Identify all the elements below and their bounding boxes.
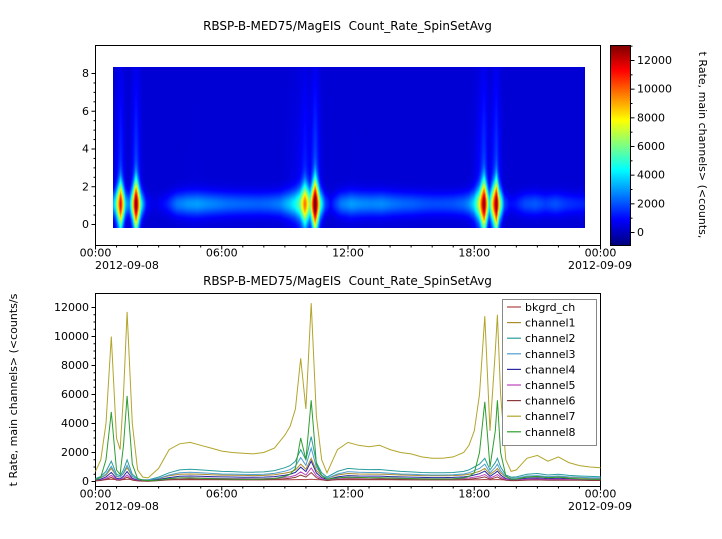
x-tick-label: 12:00: [332, 247, 364, 260]
legend-item-channel6[interactable]: channel6: [507, 395, 576, 408]
legend-item-channel3[interactable]: channel3: [507, 348, 576, 361]
y-tick-label: 2: [82, 180, 89, 193]
legend-box: [502, 299, 597, 446]
x-tick-label: 00:00: [585, 247, 617, 260]
y-tick-label: 8: [82, 67, 89, 80]
legend-item-channel2[interactable]: channel2: [507, 332, 576, 345]
y-tick-label: 2000: [61, 446, 89, 459]
y-tick-label: 4000: [61, 417, 89, 430]
line-axes-frame[interactable]: [95, 293, 601, 487]
legend-label: channel5: [525, 379, 576, 392]
y-tick-label: 6000: [61, 388, 89, 401]
y-tick-label: 4: [82, 143, 89, 156]
y-tick-label: 6: [82, 105, 89, 118]
line-y-axis-label: t Rate, main channels> (<counts/s: [7, 293, 20, 487]
colorbar-tick-label: 8000: [637, 111, 665, 124]
colorbar-tick-label: 10000: [637, 83, 672, 96]
x-tick-label: 06:00: [206, 488, 238, 501]
colorbar-tick-label: 2000: [637, 197, 665, 210]
series-line-channel7[interactable]: [95, 303, 601, 479]
x-tick-label: 00:00: [80, 488, 112, 501]
series-line-channel6[interactable]: [95, 471, 601, 482]
line-date-left: 2012-09-08: [95, 500, 159, 513]
line-date-right: 2012-09-09: [568, 500, 632, 513]
legend-label: channel8: [525, 426, 576, 439]
colorbar-tick-label: 0: [637, 226, 644, 239]
legend-item-channel8[interactable]: channel8: [507, 426, 576, 439]
x-tick-label: 18:00: [458, 247, 490, 260]
legend-item-channel1[interactable]: channel1: [507, 317, 576, 330]
spectrogram-image[interactable]: [113, 67, 585, 228]
series-line-channel2[interactable]: [95, 436, 601, 481]
y-tick-label: 10000: [54, 330, 89, 343]
legend-label: channel4: [525, 363, 576, 376]
colorbar-tick-label: 6000: [637, 140, 665, 153]
y-tick-label: 12000: [54, 301, 89, 314]
x-tick-label: 12:00: [332, 488, 364, 501]
colorbar-tick-label: 12000: [637, 54, 672, 67]
legend-label: channel3: [525, 348, 576, 361]
spectrogram-title: RBSP-B-MED75/MagEIS Count_Rate_SpinSetAv…: [203, 19, 492, 33]
x-tick-label: 00:00: [80, 247, 112, 260]
legend-label: channel7: [525, 410, 576, 423]
legend-label: channel1: [525, 317, 576, 330]
series-line-channel3[interactable]: [95, 446, 601, 481]
y-tick-label: 0: [82, 218, 89, 231]
colorbar-tick-label: 4000: [637, 169, 665, 182]
colorbar-axis-label: t Rate, main channels> (<counts,: [696, 51, 709, 239]
spectrogram-date-left: 2012-09-08: [95, 259, 159, 272]
series-line-channel8[interactable]: [95, 395, 601, 482]
legend-label: channel6: [525, 395, 576, 408]
legend-item-channel5[interactable]: channel5: [507, 379, 576, 392]
series-line-channel4[interactable]: [95, 460, 601, 482]
spectrogram-date-right: 2012-09-09: [568, 259, 632, 272]
legend-label: channel2: [525, 332, 576, 345]
legend-item-channel7[interactable]: channel7: [507, 410, 576, 423]
legend-label: bkgrd_ch: [525, 301, 575, 314]
legend-item-channel4[interactable]: channel4: [507, 363, 576, 376]
legend: bkgrd_ch channel1 channel2 channel3 channel4…: [502, 299, 597, 446]
x-tick-label: 06:00: [206, 247, 238, 260]
series-line-bkgrd_ch[interactable]: [95, 478, 601, 481]
x-tick-label: 18:00: [458, 488, 490, 501]
legend-item-bkgrd_ch[interactable]: bkgrd_ch: [507, 301, 575, 314]
series-line-channel5[interactable]: [95, 467, 601, 482]
line-chart-title: RBSP-B-MED75/MagEIS Count_Rate_SpinSetAv…: [203, 274, 492, 288]
x-tick-label: 00:00: [585, 488, 617, 501]
y-tick-label: 8000: [61, 359, 89, 372]
y-tick-label: 0: [82, 475, 89, 488]
series-line-channel1[interactable]: [95, 457, 601, 481]
colorbar-gradient: [610, 45, 630, 245]
